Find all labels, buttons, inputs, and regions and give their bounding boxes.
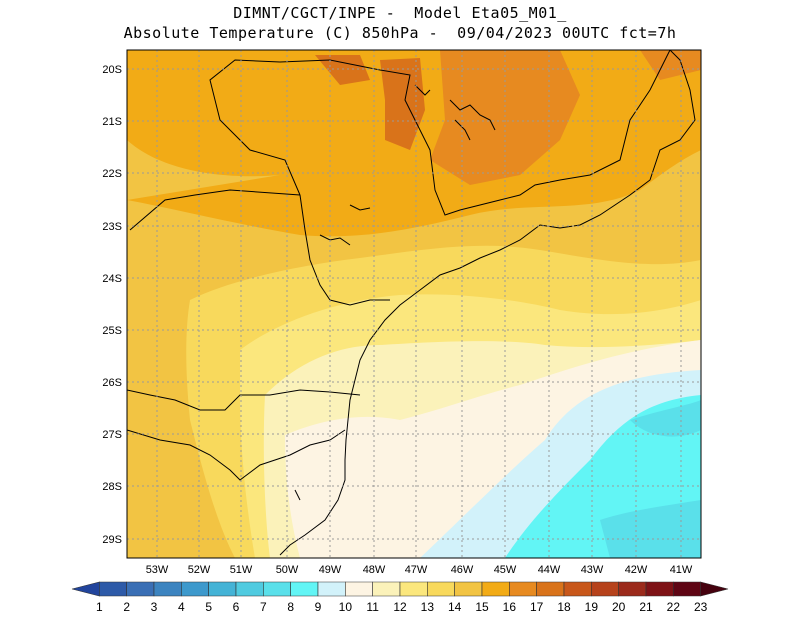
colorbar-swatch bbox=[536, 581, 565, 597]
colorbar-swatch bbox=[181, 581, 209, 597]
colorbar-label: 21 bbox=[639, 600, 653, 614]
temp-band-8 bbox=[600, 500, 701, 558]
colorbar-label: 10 bbox=[339, 600, 353, 614]
lon-label: 49W bbox=[319, 564, 342, 576]
temp-band-18 bbox=[380, 58, 425, 150]
lake-outline bbox=[414, 84, 431, 96]
colorbar-label: 7 bbox=[260, 600, 267, 614]
lon-label: 51W bbox=[230, 564, 253, 576]
lake-outline bbox=[294, 489, 301, 501]
colorbar-swatch bbox=[317, 581, 346, 597]
lat-label: 23S bbox=[102, 221, 122, 233]
temp-band-15 bbox=[127, 140, 280, 200]
temperature-field bbox=[127, 50, 701, 558]
colorbar-swatch bbox=[208, 581, 237, 597]
state-border bbox=[127, 429, 346, 481]
colorbar-swatch bbox=[235, 581, 264, 597]
lon-label: 41W bbox=[670, 564, 693, 576]
colorbar-swatch bbox=[290, 581, 319, 597]
colorbar-label: 4 bbox=[178, 600, 185, 614]
colorbar-label: 2 bbox=[123, 600, 130, 614]
colorbar-swatch bbox=[427, 581, 455, 597]
lat-label: 29S bbox=[102, 534, 122, 546]
longitude-axis: 53W 52W 51W 50W 49W 48W 47W 46W 45W 44W … bbox=[146, 564, 693, 576]
map-title-line-2: Absolute Temperature (C) 850hPa - 09/04/… bbox=[123, 24, 677, 42]
colorbar-label: 8 bbox=[287, 600, 294, 614]
lake-outline bbox=[319, 234, 351, 246]
state-border bbox=[279, 50, 671, 216]
lon-label: 48W bbox=[363, 564, 386, 576]
lon-label: 43W bbox=[581, 564, 604, 576]
colorbar-swatch bbox=[372, 581, 401, 597]
temp-band-17 bbox=[640, 50, 701, 80]
political-boundaries bbox=[127, 50, 696, 556]
colorbar-label: 19 bbox=[585, 600, 599, 614]
colorbar-label: 9 bbox=[315, 600, 322, 614]
colorbar-label: 20 bbox=[612, 600, 626, 614]
colorbar-swatch bbox=[399, 581, 428, 597]
colorbar-swatch bbox=[126, 581, 155, 597]
colorbar-label: 3 bbox=[151, 600, 158, 614]
colorbar-label: 12 bbox=[393, 600, 407, 614]
lat-label: 20S bbox=[102, 64, 122, 76]
map-title-line-1: DIMNT/CGCT/INPE - Model Eta05_M01_ bbox=[233, 4, 567, 22]
lat-label: 27S bbox=[102, 429, 122, 441]
colorbar-label: 17 bbox=[530, 600, 544, 614]
colorbar-swatch bbox=[153, 581, 182, 597]
colorbar-swatch bbox=[673, 581, 701, 597]
temp-band-18 bbox=[315, 55, 370, 85]
coastline bbox=[279, 50, 696, 556]
colorbar-swatch bbox=[345, 581, 373, 597]
colorbar-swatch bbox=[71, 581, 100, 597]
lon-label: 42W bbox=[625, 564, 648, 576]
colorbar-label: 23 bbox=[694, 600, 708, 614]
colorbar-swatch bbox=[563, 581, 592, 597]
temp-band-17 bbox=[300, 50, 580, 185]
plot-frame bbox=[126, 49, 702, 559]
lake-outline bbox=[449, 99, 496, 141]
colorbar-label: 22 bbox=[667, 600, 681, 614]
lat-label: 26S bbox=[102, 377, 122, 389]
colorbar-swatch bbox=[454, 581, 483, 597]
colorbar: 1 2 3 4 5 6 7 8 9 10 11 12 13 14 15 16 17 18 19 20 21 22 23 bbox=[71, 581, 729, 614]
colorbar-swatch bbox=[618, 581, 647, 597]
colorbar-label: 16 bbox=[503, 600, 517, 614]
lake-outline bbox=[349, 204, 371, 211]
lon-label: 45W bbox=[494, 564, 517, 576]
colorbar-swatch bbox=[99, 581, 127, 597]
state-border bbox=[127, 389, 361, 411]
temp-band-8 bbox=[630, 400, 701, 437]
lon-label: 46W bbox=[451, 564, 474, 576]
colorbar-label: 5 bbox=[205, 600, 212, 614]
lat-label: 25S bbox=[102, 325, 122, 337]
colorbar-label: 11 bbox=[366, 600, 379, 614]
lat-label: 28S bbox=[102, 481, 122, 493]
colorbar-swatch bbox=[645, 581, 674, 597]
lat-label: 22S bbox=[102, 168, 122, 180]
colorbar-swatch bbox=[509, 581, 537, 597]
graticule bbox=[127, 50, 701, 558]
colorbar-swatch bbox=[591, 581, 619, 597]
lon-label: 47W bbox=[405, 564, 428, 576]
state-border bbox=[129, 59, 301, 231]
colorbar-label: 18 bbox=[557, 600, 571, 614]
colorbar-label: 6 bbox=[233, 600, 240, 614]
lon-label: 44W bbox=[538, 564, 561, 576]
colorbar-label: 13 bbox=[421, 600, 435, 614]
colorbar-swatch bbox=[481, 581, 510, 597]
lon-label: 50W bbox=[276, 564, 299, 576]
colorbar-label: 1 bbox=[96, 600, 103, 614]
colorbar-label: 15 bbox=[475, 600, 489, 614]
latitude-axis: 20S 21S 22S 23S 24S 25S 26S 27S 28S 29S bbox=[102, 64, 122, 546]
colorbar-swatch bbox=[700, 581, 729, 597]
state-border bbox=[299, 194, 390, 306]
colorbar-label: 14 bbox=[448, 600, 462, 614]
lon-label: 53W bbox=[146, 564, 169, 576]
lat-label: 24S bbox=[102, 273, 122, 285]
colorbar-swatch bbox=[263, 581, 291, 597]
lon-label: 52W bbox=[188, 564, 211, 576]
lat-label: 21S bbox=[102, 116, 122, 128]
